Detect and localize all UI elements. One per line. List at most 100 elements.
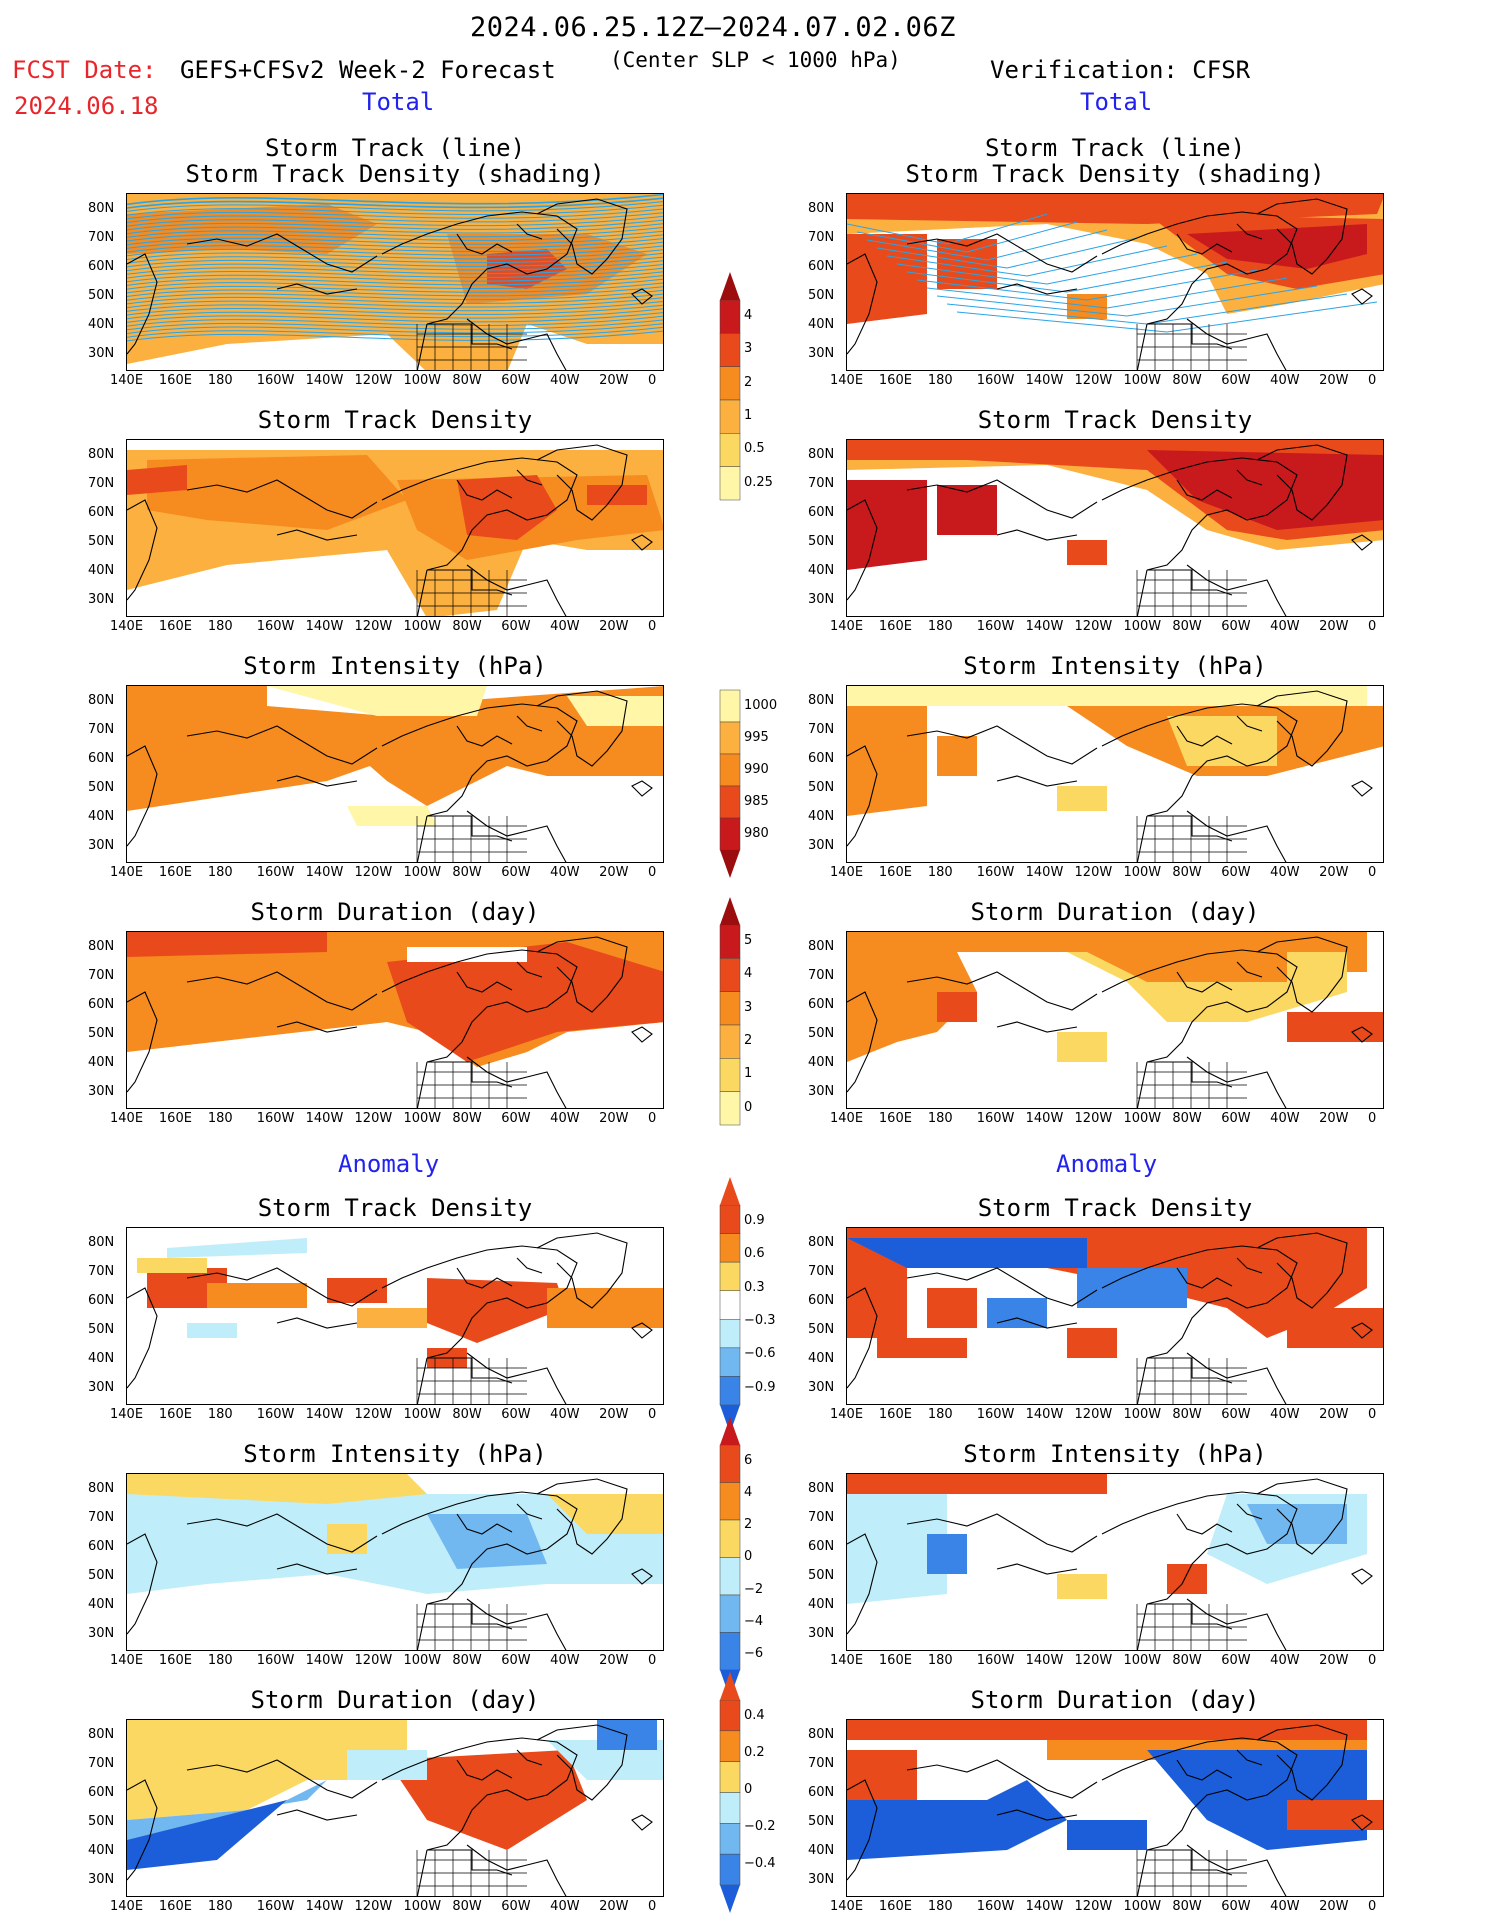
left-panel-4-lon-label: 160E (158, 1111, 192, 1126)
colorbar-intensity-anom-label: 6 (744, 1453, 753, 1468)
left-panel-6-lat-label: 40N (88, 1597, 115, 1612)
left-panel-7-lat-label: 50N (88, 1814, 115, 1829)
right-panel-2-lon-label: 20W (1319, 619, 1349, 634)
left-panel-6-lon-label: 160W (256, 1653, 295, 1668)
left-panel-7-lon-label: 100W (403, 1899, 442, 1914)
left-panel-2-lon-label: 0 (648, 619, 657, 634)
left-panel-1-lon-label: 140W (305, 373, 344, 388)
left-panel-6-lon-label: 20W (599, 1653, 629, 1668)
left-map-7-field (127, 1720, 663, 1896)
right-panel-4-lon-label: 120W (1074, 1111, 1113, 1126)
colorbar-intensity-anom-label: −2 (744, 1581, 764, 1597)
left-panel-3-lat-label: 30N (88, 838, 115, 853)
right-panel-7-lon-label: 160W (976, 1899, 1015, 1914)
left-map-panel-7 (126, 1719, 664, 1897)
colorbar-intensity-total (719, 689, 741, 878)
right-panel-3-lon-label: 0 (1368, 865, 1377, 880)
right-map-6-field (847, 1474, 1383, 1650)
left-panel-1-lon-label: 120W (354, 373, 393, 388)
colorbar-duration-anom (719, 1672, 741, 1913)
colorbar-density-total (719, 272, 741, 501)
right-panel-3-lat-label: 60N (808, 751, 835, 766)
left-map-panel-4 (126, 931, 664, 1109)
left-panel-4-lon-label: 140E (110, 1111, 144, 1126)
colorbar-density-anom (719, 1177, 741, 1433)
right-panel-7-lon-label: 140W (1025, 1899, 1064, 1914)
left-panel-2-lat-label: 50N (88, 534, 115, 549)
right-panel-5-lon-label: 100W (1123, 1407, 1162, 1422)
left-panel-6-lon-label: 100W (403, 1653, 442, 1668)
right-map-5-field (847, 1228, 1383, 1404)
colorbar-density-total-label: 0.5 (744, 441, 765, 457)
right-panel-1-lat-label: 60N (808, 259, 835, 274)
left-panel-1-lon-label: 160E (158, 373, 192, 388)
right-panel-6-lon-label: 120W (1074, 1653, 1113, 1668)
section-total-left: Total (362, 88, 435, 116)
colorbar-duration-total-label: 2 (744, 1033, 753, 1048)
right-panel-7-lon-label: 160E (878, 1899, 912, 1914)
left-panel-2-lon-label: 40W (550, 619, 580, 634)
left-panel-1-title1: Storm Track (line) (264, 134, 526, 162)
left-panel-7-lat-label: 80N (88, 1727, 115, 1742)
left-panel-1-lon-label: 60W (501, 373, 531, 388)
left-panel-7-lon-label: 80W (452, 1899, 482, 1914)
left-panel-3-lon-label: 40W (550, 865, 580, 880)
left-panel-3-lon-label: 80W (452, 865, 482, 880)
right-panel-4-lon-label: 140W (1025, 1111, 1064, 1126)
right-panel-3-lon-label: 60W (1221, 865, 1251, 880)
colorbar-density-total-label: 4 (744, 308, 753, 323)
left-panel-3-lon-label: 160E (158, 865, 192, 880)
left-panel-6-lon-label: 40W (550, 1653, 580, 1668)
right-panel-4-lat-label: 50N (808, 1026, 835, 1041)
left-panel-4-lon-label: 140W (305, 1111, 344, 1126)
left-panel-3-lon-label: 60W (501, 865, 531, 880)
right-panel-1-lat-label: 50N (808, 288, 835, 303)
left-panel-3-lat-label: 70N (88, 722, 115, 737)
right-panel-3-lat-label: 80N (808, 693, 835, 708)
left-map-panel-3 (126, 685, 664, 863)
left-panel-4-lon-label: 60W (501, 1111, 531, 1126)
right-panel-7-lon-label: 80W (1172, 1899, 1202, 1914)
right-panel-4-lon-label: 140E (830, 1111, 864, 1126)
right-panel-2-lon-label: 100W (1123, 619, 1162, 634)
left-panel-4-lat-label: 70N (88, 968, 115, 983)
right-map-panel-4 (846, 931, 1384, 1109)
left-panel-2-lon-label: 80W (452, 619, 482, 634)
right-panel-7-lat-label: 60N (808, 1785, 835, 1800)
right-panel-2-lon-label: 140E (830, 619, 864, 634)
left-panel-7-lon-label: 120W (354, 1899, 393, 1914)
left-panel-7-lon-label: 140W (305, 1899, 344, 1914)
right-panel-4-lon-label: 180 (927, 1111, 953, 1126)
left-panel-3-lon-label: 160W (256, 865, 295, 880)
left-panel-4-lon-label: 80W (452, 1111, 482, 1126)
right-panel-7-lat-label: 80N (808, 1727, 835, 1742)
right-map-panel-2 (846, 439, 1384, 617)
right-panel-6-lon-label: 40W (1270, 1653, 1300, 1668)
left-panel-2-lon-label: 20W (599, 619, 629, 634)
right-panel-1-lon-label: 180 (927, 373, 953, 388)
left-panel-3-lon-label: 0 (648, 865, 657, 880)
left-panel-7-lat-label: 70N (88, 1756, 115, 1771)
left-panel-6-lat-label: 80N (88, 1481, 115, 1496)
right-panel-4-lon-label: 40W (1270, 1111, 1300, 1126)
left-panel-2-lat-label: 70N (88, 476, 115, 491)
left-panel-5-lat-label: 80N (88, 1235, 115, 1250)
left-panel-6-lon-label: 0 (648, 1653, 657, 1668)
forecast-model-label: GEFS+CFSv2 Week-2 Forecast (180, 56, 556, 84)
left-map-5-field (127, 1228, 663, 1404)
right-panel-4-lon-label: 160W (976, 1111, 1015, 1126)
left-panel-7-lon-label: 180 (207, 1899, 233, 1914)
left-panel-7-lon-label: 60W (501, 1899, 531, 1914)
colorbar-density-total-label: 1 (744, 408, 753, 423)
right-panel-2-lon-label: 80W (1172, 619, 1202, 634)
left-panel-6-lon-label: 140E (110, 1653, 144, 1668)
right-map-panel-5 (846, 1227, 1384, 1405)
left-panel-4-lon-label: 120W (354, 1111, 393, 1126)
right-panel-5-lon-label: 140E (830, 1407, 864, 1422)
left-panel-3-lon-label: 120W (354, 865, 393, 880)
right-panel-3-lon-label: 40W (1270, 865, 1300, 880)
left-panel-1-lon-label: 0 (648, 373, 657, 388)
right-panel-6-lon-label: 60W (1221, 1653, 1251, 1668)
left-panel-2-lat-label: 40N (88, 563, 115, 578)
right-panel-3-lon-label: 20W (1319, 865, 1349, 880)
